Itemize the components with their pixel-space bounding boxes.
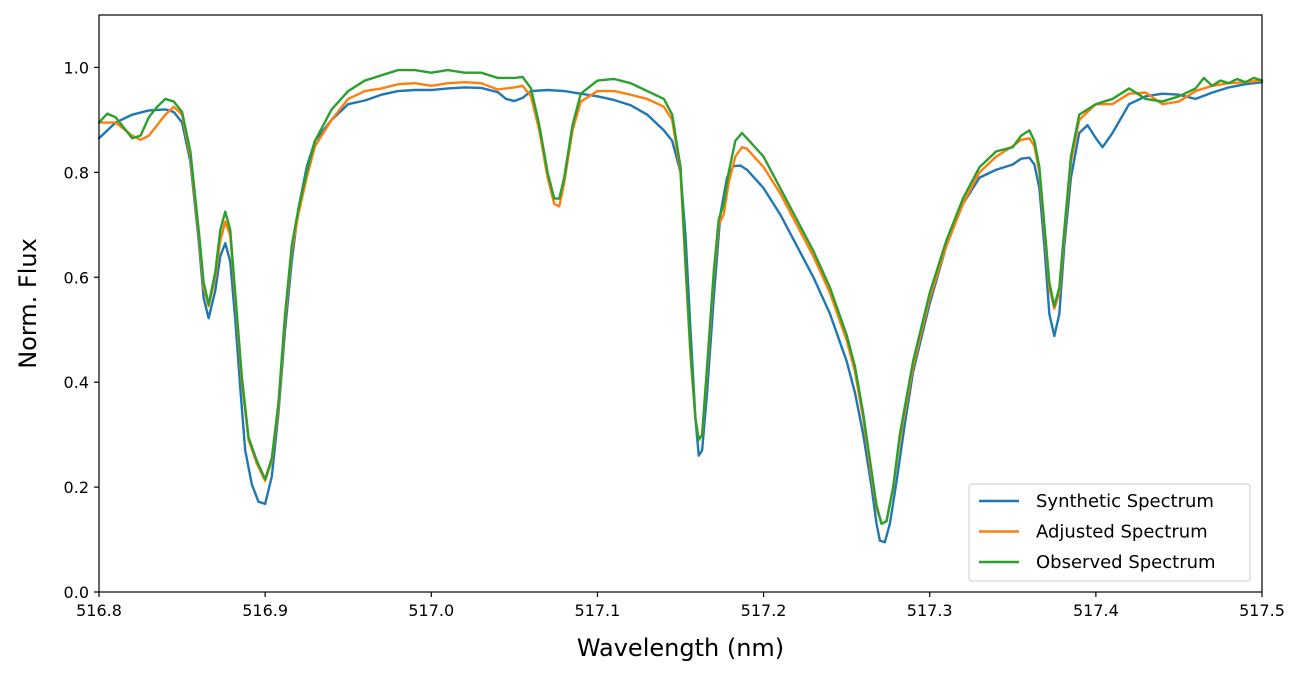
y-tick-label: 1.0 xyxy=(64,58,89,77)
x-tick-label: 517.2 xyxy=(741,601,787,620)
legend-label-0: Synthetic Spectrum xyxy=(1036,491,1214,512)
legend-box xyxy=(968,483,1251,582)
y-tick-label: 0.6 xyxy=(64,268,89,287)
x-tick-label: 517.1 xyxy=(575,601,621,620)
legend-label-1: Adjusted Spectrum xyxy=(1036,522,1208,543)
y-tick-label: 0.4 xyxy=(64,373,89,392)
plot-frame xyxy=(98,14,1263,593)
y-axis-ticks: 0.0 0.2 0.4 0.6 0.8 1.0 xyxy=(64,58,99,602)
x-tick-label: 516.8 xyxy=(76,601,122,620)
legend-items: Synthetic Spectrum Adjusted Spectrum Obser… xyxy=(979,491,1216,573)
y-axis-label: Norm. Flux xyxy=(14,238,42,369)
y-tick-label: 0.8 xyxy=(64,163,89,182)
y-tick-label: 0.2 xyxy=(64,478,89,497)
x-tick-label: 516.9 xyxy=(242,601,288,620)
series-line-2 xyxy=(97,68,1264,526)
x-axis-label: Wavelength (nm) xyxy=(577,634,784,662)
x-tick-label: 517.5 xyxy=(1239,601,1285,620)
x-tick-label: 517.0 xyxy=(408,601,454,620)
y-tick-label: 0.0 xyxy=(64,583,89,602)
x-axis-ticks: 516.8 516.9 517.0 517.1 517.2 517.3 517.4 517.5 xyxy=(76,592,1285,620)
series-layer xyxy=(97,68,1264,544)
x-tick-label: 517.4 xyxy=(1073,601,1119,620)
legend-label-2: Observed Spectrum xyxy=(1036,552,1216,573)
legend: Synthetic Spectrum Adjusted Spectrum Obser… xyxy=(968,483,1251,582)
x-tick-label: 517.3 xyxy=(907,601,953,620)
